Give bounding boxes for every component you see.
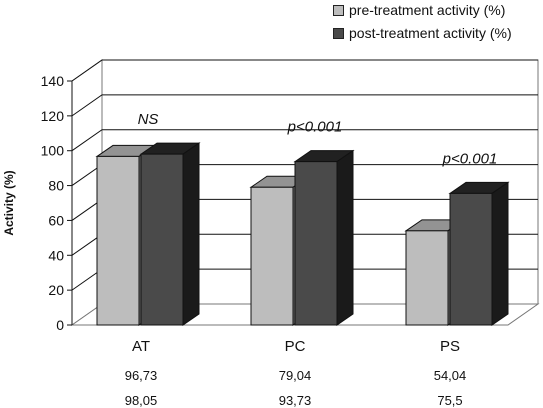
labels: 0 20 40 60 80 100 120 140 Activity (%) AT NS PC p<0.… <box>2 73 497 355</box>
y-tick-label: 120 <box>41 108 65 124</box>
bar-side-1-1 <box>336 149 354 326</box>
bar-post-AT <box>140 153 184 326</box>
y-tick-label: 20 <box>48 282 64 298</box>
legend-swatch-pre <box>333 4 344 16</box>
bars <box>95 142 510 326</box>
x-tick-label-AT: AT <box>132 338 150 355</box>
y-tick-label: 40 <box>48 247 64 263</box>
bar-pre-AT <box>96 155 140 326</box>
y-tick-label: 60 <box>48 212 64 228</box>
legend-swatch-post <box>333 27 344 39</box>
legend-item-pre: pre-treatment activity (%) <box>333 2 505 18</box>
value-label-post-pc: 93,73 <box>278 393 312 408</box>
bar-post-PC <box>294 161 338 326</box>
gridline <box>71 94 538 117</box>
annotation-PC: p<0.001 <box>287 119 343 136</box>
value-label-post-at: 98,05 <box>124 393 158 408</box>
annotation-PS: p<0.001 <box>442 150 498 167</box>
gridline <box>71 129 538 152</box>
legend-label-post: post-treatment activity (%) <box>349 25 512 41</box>
y-tick-label: 80 <box>48 178 64 194</box>
value-label-pre-ps: 54,04 <box>433 368 467 383</box>
legend-item-post: post-treatment activity (%) <box>333 25 512 41</box>
bar-post-PS <box>449 192 493 326</box>
gridline <box>71 59 538 82</box>
y-tick-label: 100 <box>41 143 65 159</box>
value-label-pre-at: 96,73 <box>124 368 158 383</box>
bar-pre-PC <box>250 186 294 326</box>
bar-side-1-0 <box>182 142 200 326</box>
annotation-AT: NS <box>138 111 159 128</box>
x-tick-label-PC: PC <box>285 338 306 355</box>
x-tick-label-PS: PS <box>440 338 460 355</box>
axes <box>67 80 73 326</box>
bar-pre-PS <box>405 230 449 326</box>
y-tick-label: 140 <box>41 73 65 89</box>
y-axis-title: Activity (%) <box>2 170 16 235</box>
value-label-post-ps: 75,5 <box>437 393 463 408</box>
legend-label-pre: pre-treatment activity (%) <box>349 2 506 18</box>
value-label-pre-pc: 79,04 <box>278 368 312 383</box>
bar-side-1-2 <box>491 181 509 326</box>
y-tick-label: 0 <box>56 317 64 333</box>
